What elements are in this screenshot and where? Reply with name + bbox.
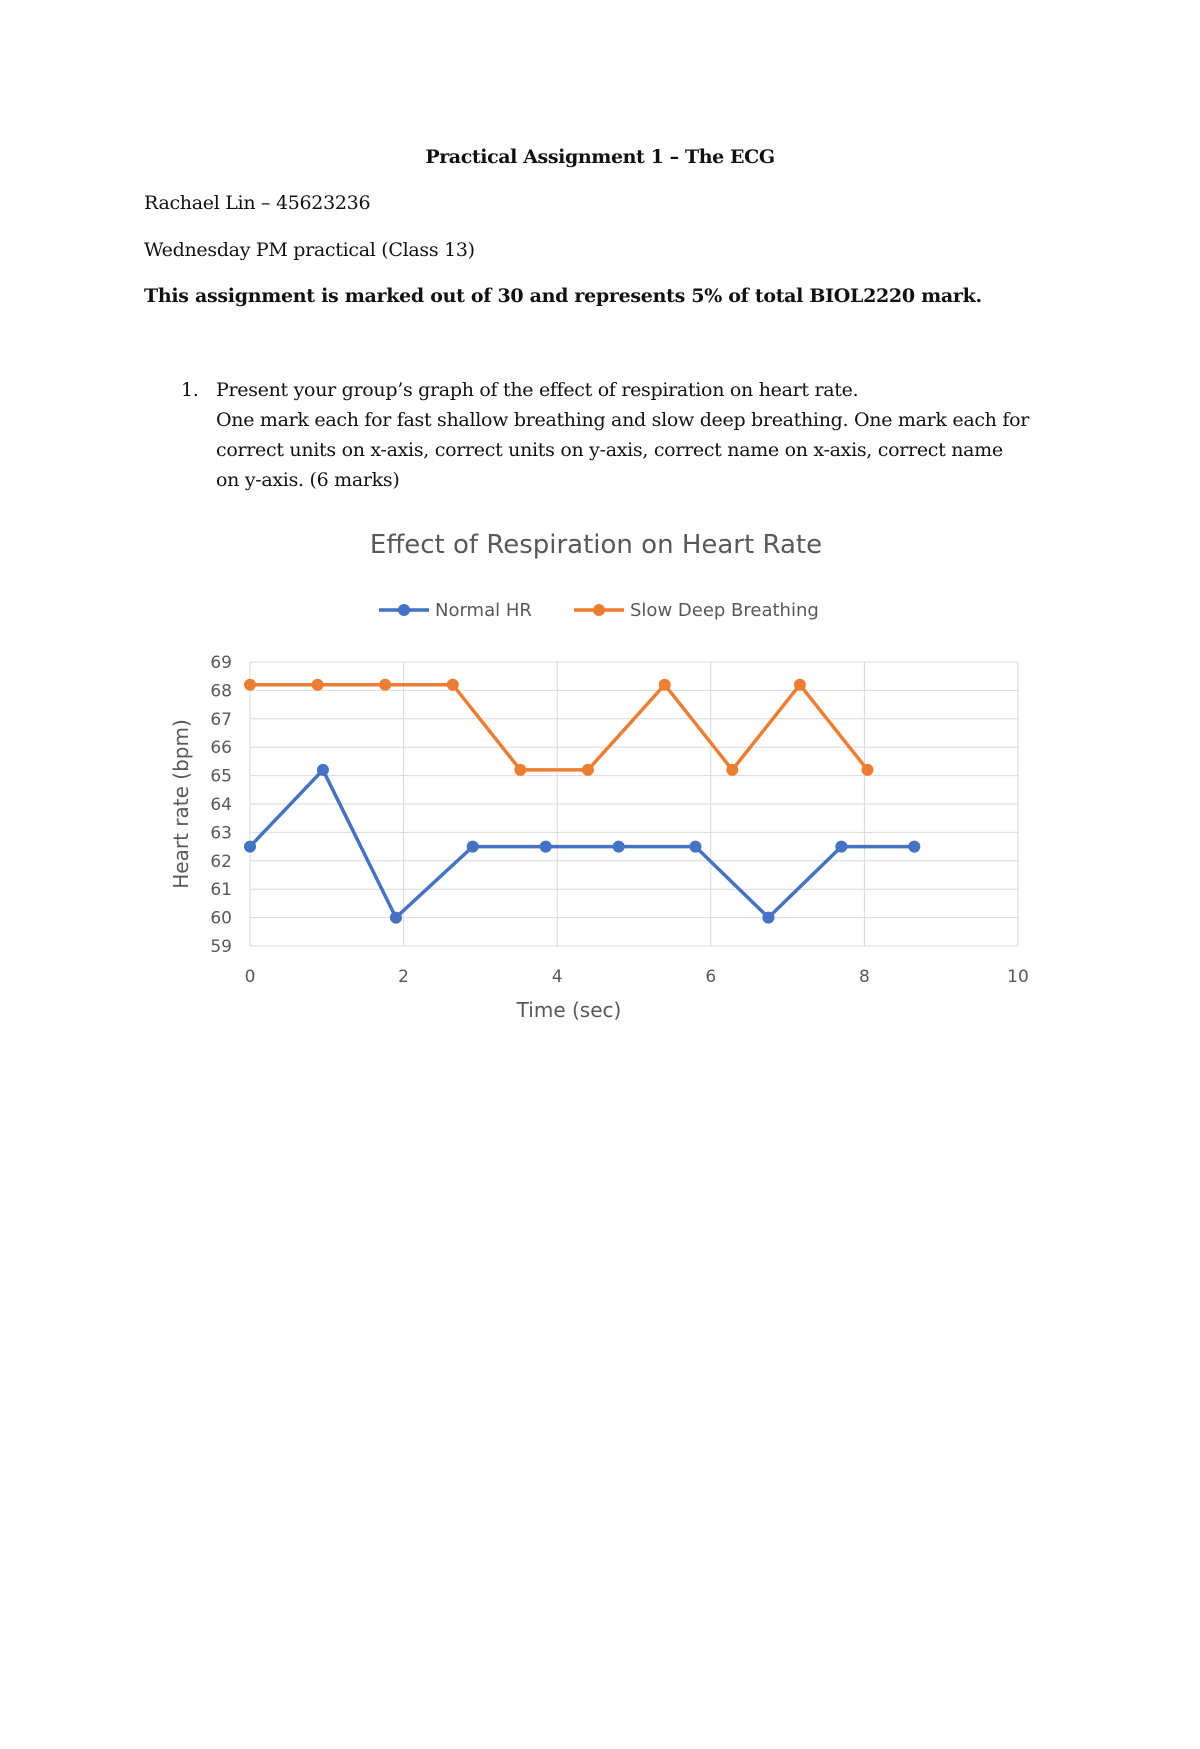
y-tick-label: 61: [210, 880, 232, 900]
question-number: 1.: [181, 379, 199, 401]
x-tick-label: 10: [1007, 967, 1029, 987]
x-axis-ticks: 0 2 4 6 8 10: [245, 967, 1029, 987]
data-point: [658, 678, 671, 691]
data-point: [689, 840, 702, 853]
y-axis-ticks: 59 60 61 62 63 64 65 66 67 68 69: [210, 653, 232, 957]
series-0: [244, 763, 921, 924]
author-line: Rachael Lin – 45623236: [144, 192, 371, 214]
data-point: [244, 678, 256, 691]
series-line: [248, 768, 915, 920]
data-point: [762, 911, 775, 924]
data-point: [316, 763, 329, 776]
question-text-line: on y-axis. (6 marks): [216, 469, 400, 491]
y-axis-label: Heart rate (bpm): [169, 719, 193, 888]
data-point: [581, 763, 594, 776]
data-point: [908, 840, 921, 853]
x-tick-label: 4: [552, 967, 563, 987]
legend-item: Normal HR: [379, 600, 532, 621]
y-tick-label: 68: [210, 681, 232, 701]
data-point: [514, 763, 527, 776]
chart-container: Effect of Respiration on Heart Rate Norm…: [150, 520, 1050, 1040]
x-tick-label: 6: [705, 967, 716, 987]
data-point: [446, 678, 459, 691]
y-tick-label: 69: [210, 653, 232, 673]
question-text-line: correct units on x-axis, correct units o…: [216, 439, 1003, 461]
y-tick-label: 60: [210, 909, 232, 929]
document-title: Practical Assignment 1 – The ECG: [425, 146, 775, 168]
y-tick-label: 65: [210, 767, 232, 787]
data-point: [244, 840, 256, 853]
y-tick-label: 67: [210, 710, 232, 730]
series-line: [250, 682, 869, 772]
question-text-line: One mark each for fast shallow breathing…: [216, 409, 1030, 431]
question-text: Present your group’s graph of the effect…: [216, 375, 1076, 495]
y-tick-label: 63: [210, 823, 232, 843]
y-tick-label: 64: [210, 795, 232, 815]
legend-swatch-marker: [398, 604, 410, 616]
x-tick-label: 8: [859, 967, 870, 987]
y-tick-label: 59: [210, 937, 232, 957]
series-1: [244, 678, 874, 776]
data-point: [861, 763, 874, 776]
y-tick-label: 62: [210, 852, 232, 872]
data-point: [389, 911, 402, 924]
chart-title: Effect of Respiration on Heart Rate: [370, 530, 822, 560]
chart-legend: Normal HR Slow Deep Breathing: [379, 600, 819, 621]
legend-item: Slow Deep Breathing: [574, 600, 819, 621]
data-point: [311, 678, 324, 691]
x-tick-label: 0: [245, 967, 256, 987]
legend-swatch-marker: [593, 604, 605, 616]
marking-note: This assignment is marked out of 30 and …: [144, 285, 982, 307]
data-point: [793, 678, 806, 691]
x-axis-label: Time (sec): [516, 998, 622, 1022]
question-text-line: Present your group’s graph of the effect…: [216, 379, 859, 401]
class-line: Wednesday PM practical (Class 13): [144, 239, 475, 261]
chart-grid: [249, 661, 1019, 947]
legend-label: Slow Deep Breathing: [630, 600, 819, 621]
line-chart: Effect of Respiration on Heart Rate Norm…: [169, 530, 1029, 1022]
legend-label: Normal HR: [435, 600, 532, 621]
chart-series: [244, 678, 921, 924]
data-point: [612, 840, 625, 853]
data-point: [726, 763, 739, 776]
data-point: [835, 840, 848, 853]
x-tick-label: 2: [398, 967, 409, 987]
data-point: [379, 678, 392, 691]
data-point: [466, 840, 479, 853]
data-point: [539, 840, 552, 853]
y-tick-label: 66: [210, 738, 232, 758]
